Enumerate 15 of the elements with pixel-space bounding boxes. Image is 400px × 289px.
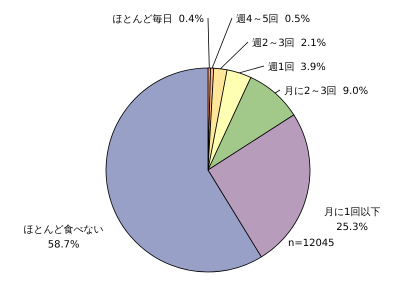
data-label: 0.4% [178,14,204,25]
slice-label: ほとんど毎日 [112,13,173,25]
data-label: 0.5% [284,14,310,25]
slice-label: 週1回 [268,62,294,73]
slice-label: ほとんど食べない [24,224,104,236]
text: n=12045 [288,238,335,249]
slice-label: 週2～3回 [252,38,295,49]
data-label: 3.9% [300,62,326,73]
slice-label: 月に2～3回 [284,86,337,97]
data-label: 58.7% [48,240,80,251]
data-label: 25.3% [336,222,368,233]
slice-label: 月に1回以下 [324,206,380,218]
data-label: 2.1% [300,38,326,49]
data-label: 9.0% [342,86,368,97]
slice-label: 週4～5回 [236,14,279,25]
